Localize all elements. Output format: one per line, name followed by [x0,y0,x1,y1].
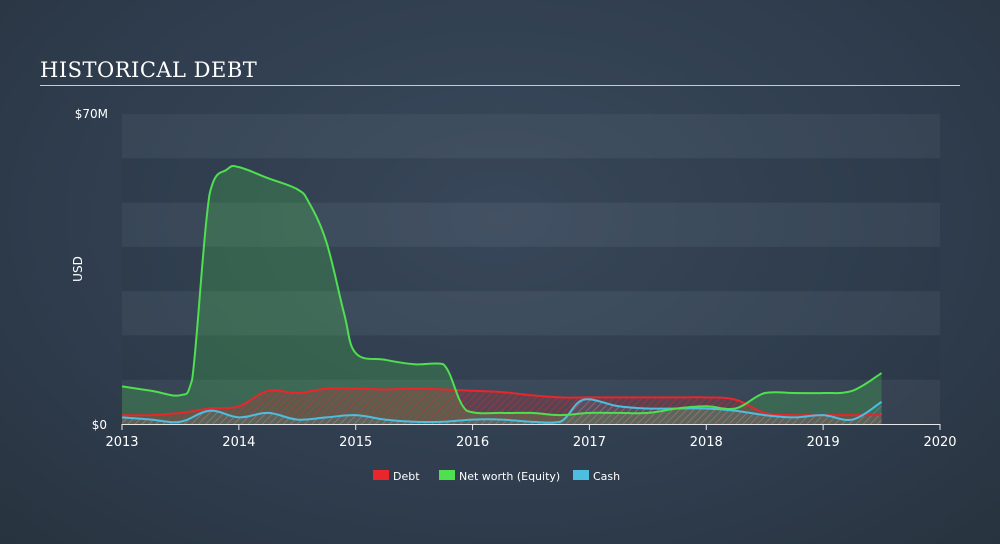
cash-line [121,398,883,424]
cash-legend-label: Cash [593,470,620,483]
debt-legend-label: Debt [393,470,420,483]
y-axis-label: USD [71,256,85,282]
x-tick-label: 2020 [923,435,956,450]
grid-band [122,114,940,159]
cash-legend-swatch [573,470,589,480]
series-lines [121,165,883,424]
x-tick-label: 2016 [456,435,489,450]
y-tick-label: $0 [92,418,107,432]
chart-title: HISTORICAL DEBT [40,58,258,82]
x-tick-label: 2014 [222,435,255,450]
cash-area [122,399,882,424]
x-tick-label: 2018 [690,435,723,450]
y-tick-label: $70M [75,107,108,121]
net-worth-equity-line [121,165,883,417]
debt-legend-swatch [373,470,389,480]
grid-band [122,291,940,336]
debt-line [121,387,882,417]
x-tick-label: 2013 [105,435,138,450]
x-tick-label: 2017 [573,435,606,450]
series-areas [122,166,882,424]
net-worth-equity-legend-swatch [439,470,455,480]
axes: 2013 2014 2015 2016 2017 2018 2019 2020 $0 $70M US… [71,107,957,450]
net-worth-equity-legend-label: Net worth (Equity) [459,470,560,483]
legend: Debt Net worth (Equity) Cash [373,470,620,483]
net-worth-equity-area [122,166,882,424]
title-divider [40,85,960,86]
grid-band [122,202,940,247]
x-tick-label: 2019 [807,435,840,450]
x-tick-label: 2015 [339,435,372,450]
